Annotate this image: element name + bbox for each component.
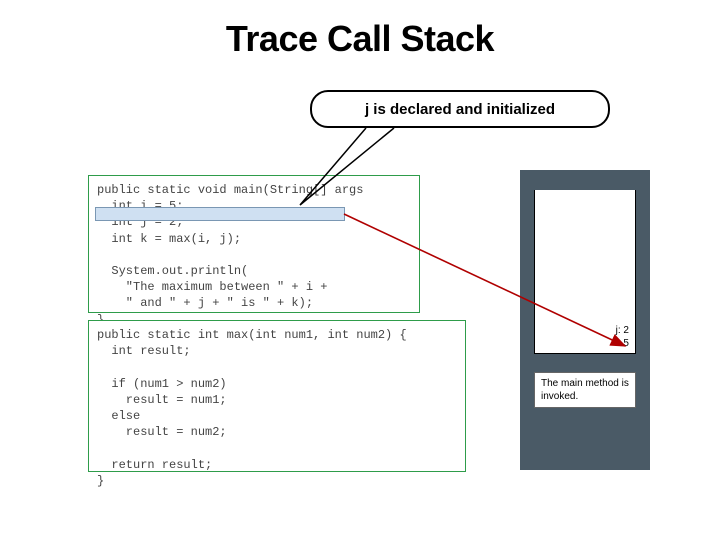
code-max: public static int max(int num1, int num2… xyxy=(88,320,466,472)
stack-frame: j: 2i: 5 xyxy=(534,190,636,354)
code-main: public static void main(String[] args in… xyxy=(88,175,420,313)
stack-vars: j: 2i: 5 xyxy=(616,324,629,350)
page-title: Trace Call Stack xyxy=(0,0,720,60)
callout-bubble: j is declared and initialized xyxy=(310,90,610,128)
stack-caption: The main method is invoked. xyxy=(534,372,636,408)
code-highlight xyxy=(95,207,345,221)
callout-text: j is declared and initialized xyxy=(365,101,555,118)
stack-panel: j: 2i: 5 The main method is invoked. xyxy=(520,170,650,470)
